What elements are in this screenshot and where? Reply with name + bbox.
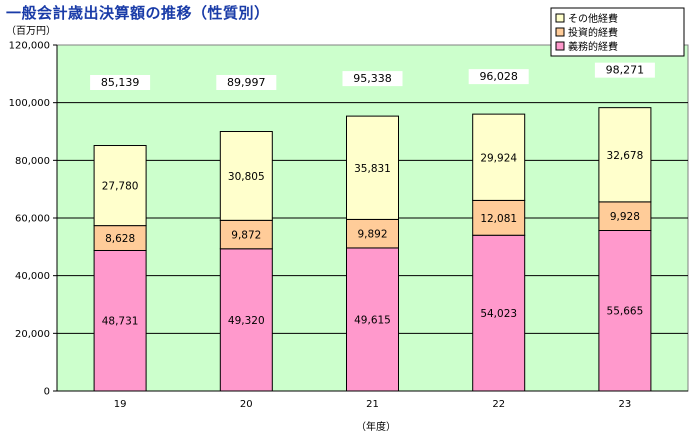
- x-tick-label: 19: [114, 399, 127, 410]
- y-tick-label: 0: [44, 387, 50, 398]
- x-tick-label: 20: [240, 399, 253, 410]
- chart-title: 一般会計歳出決算額の推移（性質別）: [6, 4, 270, 22]
- total-box: [90, 75, 151, 90]
- data-label: 30,805: [228, 171, 265, 183]
- legend-label: その他経費: [568, 12, 618, 25]
- x-unit-label: （年度）: [356, 422, 396, 433]
- data-label: 29,924: [480, 152, 517, 164]
- bar-segment: [219, 131, 273, 221]
- legend-label: 義務的経費: [568, 40, 618, 53]
- x-tick-label: 21: [366, 399, 379, 410]
- y-tick-label: 120,000: [9, 41, 50, 52]
- data-label: 9,928: [610, 211, 640, 223]
- data-label: 9,892: [357, 229, 387, 241]
- legend-swatch: [555, 41, 565, 51]
- legend-swatch: [555, 13, 565, 23]
- y-tick-label: 60,000: [15, 214, 50, 225]
- bar-segment: [598, 229, 652, 392]
- data-label: 48,731: [102, 316, 139, 328]
- y-tick-label: 40,000: [15, 271, 50, 282]
- x-tick-label: 23: [619, 399, 632, 410]
- total-label: 98,271: [606, 64, 645, 77]
- data-label: 49,615: [354, 314, 391, 326]
- total-label: 89,997: [227, 76, 266, 89]
- total-label: 95,338: [353, 72, 392, 85]
- bar-segment: [93, 145, 147, 227]
- y-tick-label: 20,000: [15, 329, 50, 340]
- legend-swatch: [555, 27, 565, 37]
- data-label: 32,678: [607, 150, 644, 162]
- total-label: 96,028: [479, 70, 518, 83]
- data-label: 49,320: [228, 315, 265, 327]
- y-unit-label: （百万円）: [6, 26, 56, 37]
- total-label: 85,139: [101, 76, 140, 89]
- bar-segment: [219, 219, 273, 250]
- data-label: 12,081: [480, 213, 517, 225]
- bar-segment: [346, 247, 399, 392]
- bar-segment: [472, 113, 526, 201]
- bar-segment: [219, 248, 273, 392]
- data-label: 35,831: [354, 163, 391, 175]
- data-label: 27,780: [102, 181, 139, 193]
- data-label: 54,023: [480, 308, 517, 320]
- bar-segment: [346, 115, 399, 220]
- total-box: [342, 71, 403, 87]
- total-box: [468, 69, 529, 85]
- bar-segment: [472, 199, 526, 236]
- legend-label: 投資的経費: [568, 26, 618, 39]
- y-tick-label: 100,000: [9, 98, 50, 109]
- data-label: 9,872: [231, 230, 261, 242]
- data-label: 55,665: [607, 306, 644, 318]
- y-tick-label: 80,000: [15, 156, 50, 167]
- bar-segment: [598, 107, 652, 203]
- total-box: [216, 75, 277, 90]
- bar-segment: [346, 218, 399, 249]
- legend: [550, 7, 685, 57]
- data-label: 8,628: [105, 233, 135, 245]
- bar-segment: [472, 234, 526, 392]
- x-tick-label: 22: [492, 399, 505, 410]
- total-box: [594, 62, 655, 78]
